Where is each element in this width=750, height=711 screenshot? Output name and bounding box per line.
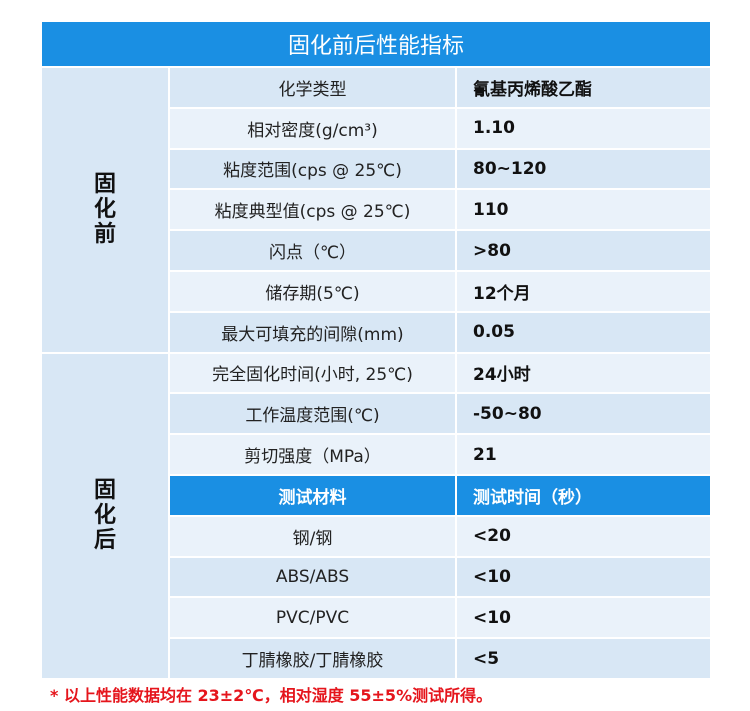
row-value: <20 [457,516,710,556]
row-value: 氰基丙烯酸乙酯 [457,68,710,107]
row-label: 储存期(5℃) [170,272,455,311]
group-label-text: 固化后 [93,477,116,554]
row-value: 12个月 [457,272,710,311]
row-label: 化学类型 [170,68,455,107]
table-title: 固化前后性能指标 [42,22,710,66]
row-label: 工作温度范围(℃) [170,394,455,434]
row-label: 粘度典型值(cps @ 25℃) [170,190,455,230]
row-value: >80 [457,231,710,270]
footnote: * 以上性能数据均在 23±2℃，相对湿度 55±5%测试所得。 [50,686,493,705]
row-value: 110 [457,190,710,230]
row-value: <5 [457,639,710,678]
sub-header-cell: 测试材料 [170,476,455,515]
row-value: 1.10 [457,108,710,148]
row-value: <10 [457,557,710,597]
row-label: 粘度范围(cps @ 25℃) [170,149,455,189]
row-value: 21 [457,435,710,474]
group-label: 固化后 [42,353,168,678]
row-value: 80~120 [457,149,710,189]
row-label: 丁腈橡胶/丁腈橡胶 [170,639,455,678]
group-label-text: 固化前 [93,171,116,248]
row-label: 相对密度(g/cm³) [170,108,455,148]
row-value: <10 [457,598,710,638]
row-label: 剪切强度（MPa） [170,435,455,474]
row-label: 完全固化时间(小时, 25℃) [170,353,455,393]
row-label: PVC/PVC [170,598,455,638]
sub-header-cell: 测试时间（秒） [457,476,710,515]
group-label: 固化前 [42,68,168,352]
row-value: 24小时 [457,353,710,393]
row-value: 0.05 [457,312,710,352]
row-label: 闪点（℃） [170,231,455,270]
row-label: 最大可填充的间隙(mm) [170,312,455,352]
row-label: 钢/钢 [170,516,455,556]
row-label: ABS/ABS [170,557,455,597]
row-value: -50~80 [457,394,710,434]
